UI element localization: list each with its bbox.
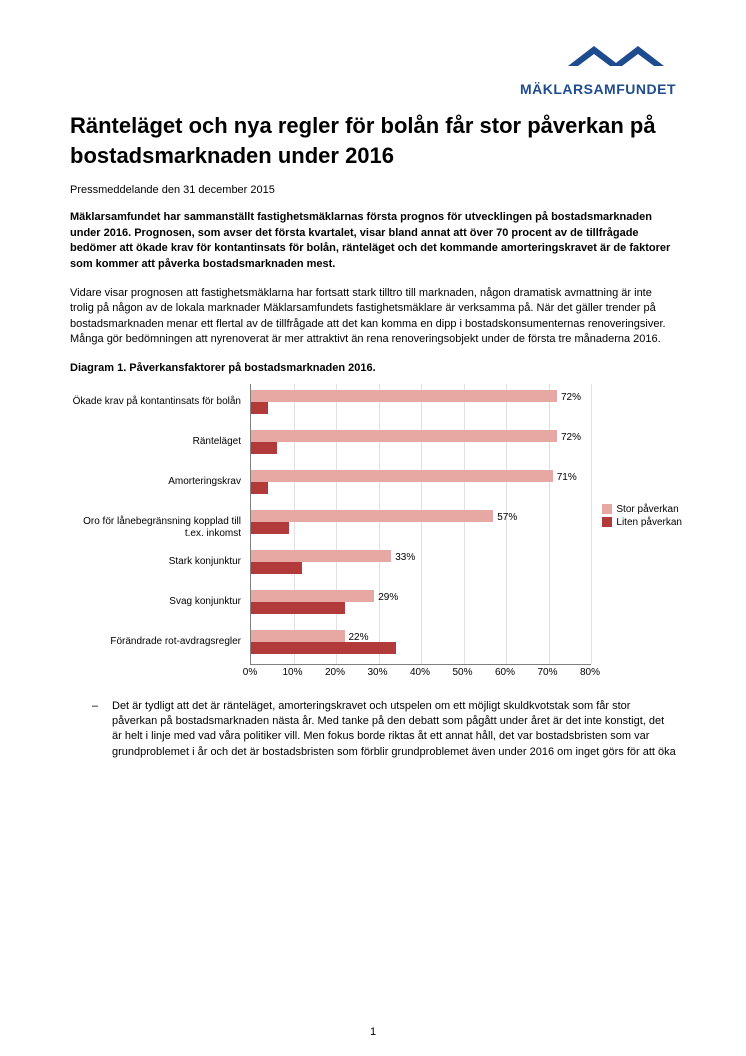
chart-row: Amorteringskrav71% [251, 464, 591, 504]
logo-roofs-icon [556, 40, 676, 74]
x-tick-label: 0% [243, 667, 257, 678]
logo-text: MÄKLARSAMFUNDET [520, 81, 676, 97]
bar-stor: 57% [251, 510, 493, 522]
legend-swatch-icon [602, 517, 612, 527]
bar-value-label: 72% [561, 432, 581, 443]
bar-liten [251, 402, 268, 414]
chart-row: Oro för lånebegränsning kopplad till t.e… [251, 504, 591, 544]
page-title: Ränteläget och nya regler för bolån får … [70, 111, 676, 170]
legend-item-liten: Liten påverkan [602, 517, 682, 528]
x-tick-label: 70% [537, 667, 557, 678]
bullet-text: Det är tydligt att det är ränteläget, am… [112, 699, 676, 761]
chart-row: Svag konjunktur29% [251, 584, 591, 624]
bar-value-label: 71% [557, 472, 577, 483]
body-paragraph-1: Vidare visar prognosen att fastighetsmäk… [70, 286, 676, 348]
x-tick-label: 50% [452, 667, 472, 678]
chart-row: Stark konjunktur33% [251, 544, 591, 584]
bar-stor: 29% [251, 590, 374, 602]
lead-paragraph: Mäklarsamfundet har sammanställt fastigh… [70, 210, 676, 272]
x-tick-label: 20% [325, 667, 345, 678]
x-tick-label: 40% [410, 667, 430, 678]
dateline: Pressmeddelande den 31 december 2015 [70, 184, 676, 196]
category-label: Svag konjunktur [66, 596, 246, 608]
chart-title: Diagram 1. Påverkansfaktorer på bostadsm… [70, 362, 676, 374]
bar-value-label: 72% [561, 392, 581, 403]
bar-value-label: 57% [497, 512, 517, 523]
bar-liten [251, 602, 345, 614]
bar-stor: 72% [251, 430, 557, 442]
bar-liten [251, 642, 396, 654]
category-label: Ökade krav på kontantinsats för bolån [66, 396, 246, 408]
bar-liten [251, 562, 302, 574]
bar-value-label: 29% [378, 592, 398, 603]
bar-liten [251, 482, 268, 494]
bullet-paragraph: – Det är tydligt att det är ränteläget, … [92, 699, 676, 761]
legend-label: Liten påverkan [616, 517, 682, 528]
category-label: Amorteringskrav [66, 476, 246, 488]
category-label: Oro för lånebegränsning kopplad till t.e… [66, 516, 246, 540]
bar-value-label: 33% [395, 552, 415, 563]
category-label: Förändrade rot-avdragsregler [66, 636, 246, 648]
dash-icon: – [92, 699, 112, 761]
chart-row: Ökade krav på kontantinsats för bolån72% [251, 384, 591, 424]
x-tick-label: 80% [580, 667, 600, 678]
x-tick-label: 60% [495, 667, 515, 678]
bar-stor: 71% [251, 470, 553, 482]
page-number: 1 [0, 1026, 746, 1038]
impact-factors-chart: Ökade krav på kontantinsats för bolån72%… [70, 384, 676, 681]
category-label: Ränteläget [66, 436, 246, 448]
chart-row: Förändrade rot-avdragsregler22% [251, 624, 591, 664]
brand-logo: MÄKLARSAMFUNDET [70, 40, 676, 99]
bar-stor: 22% [251, 630, 345, 642]
bar-liten [251, 442, 277, 454]
x-tick-label: 10% [282, 667, 302, 678]
legend-swatch-icon [602, 504, 612, 514]
category-label: Stark konjunktur [66, 556, 246, 568]
legend-item-stor: Stor påverkan [602, 504, 682, 515]
chart-row: Ränteläget72% [251, 424, 591, 464]
bar-stor: 33% [251, 550, 391, 562]
bar-liten [251, 522, 289, 534]
legend-label: Stor påverkan [616, 504, 678, 515]
bar-stor: 72% [251, 390, 557, 402]
x-tick-label: 30% [367, 667, 387, 678]
chart-legend: Stor påverkan Liten påverkan [602, 502, 682, 530]
